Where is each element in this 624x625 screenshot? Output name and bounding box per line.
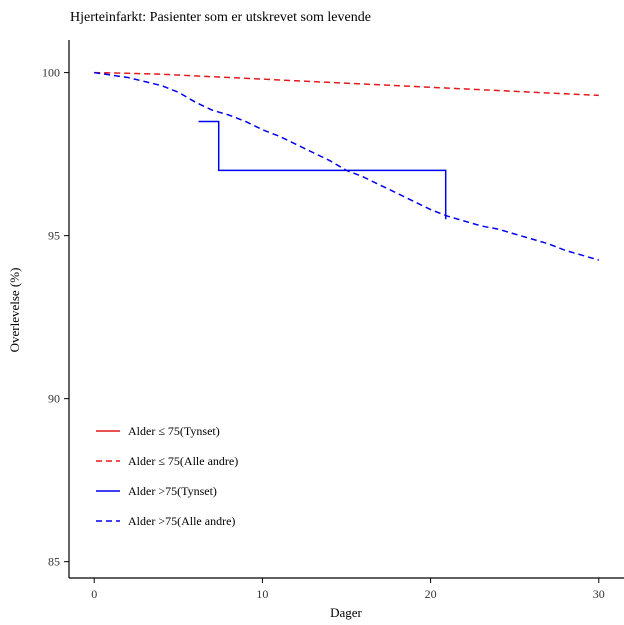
legend-item-alder-75-alle-andre: Alder >75(Alle andre) <box>96 514 235 528</box>
series-layer <box>94 71 600 261</box>
y-tick-label-95: 95 <box>48 229 60 243</box>
x-axis-label: Dager <box>330 605 362 620</box>
axes <box>68 40 624 579</box>
ticks: 0 10 20 30 85 90 95 100 <box>42 66 605 601</box>
x-tick-label-10: 10 <box>256 587 268 601</box>
series-line-alder-75-alle-andre <box>94 71 600 261</box>
legend: Alder ≤ 75(Tynset) Alder ≤ 75(Alle andre)… <box>96 424 238 528</box>
legend-item-alder-75-tynset: Alder >75(Tynset) <box>96 484 217 498</box>
y-tick-label-85: 85 <box>48 555 60 569</box>
y-tick-label-100: 100 <box>42 66 60 80</box>
y-axis-label: Overlevelse (%) <box>7 268 22 353</box>
series-line-alder-75-tynset <box>198 120 447 220</box>
legend-label: Alder ≤ 75(Alle andre) <box>128 454 238 468</box>
legend-label: Alder ≤ 75(Tynset) <box>128 424 220 438</box>
x-tick-label-20: 20 <box>425 587 437 601</box>
x-tick-label-30: 30 <box>593 587 605 601</box>
legend-item-alder-75-tynset: Alder ≤ 75(Tynset) <box>96 424 220 438</box>
legend-item-alder-75-alle-andre: Alder ≤ 75(Alle andre) <box>96 454 238 468</box>
x-tick-label-0: 0 <box>91 587 97 601</box>
legend-label: Alder >75(Tynset) <box>128 484 217 498</box>
legend-label: Alder >75(Alle andre) <box>128 514 235 528</box>
y-tick-label-90: 90 <box>48 392 60 406</box>
series-line-alder-75-alle-andre <box>94 71 599 97</box>
chart-title: Hjerteinfarkt: Pasienter som er utskreve… <box>70 10 371 25</box>
